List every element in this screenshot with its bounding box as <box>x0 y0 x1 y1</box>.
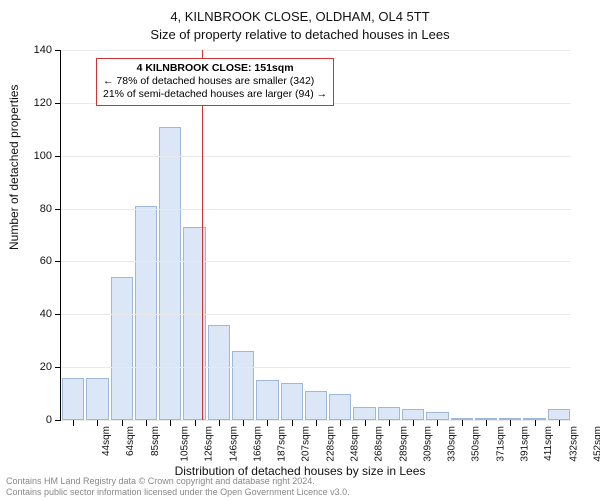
x-tick <box>462 420 463 426</box>
y-tick <box>55 50 61 51</box>
chart-root: 4, KILNBROOK CLOSE, OLDHAM, OL4 5TT Size… <box>0 0 600 500</box>
x-tick <box>437 420 438 426</box>
x-tick-label: 126sqm <box>204 426 215 462</box>
histogram-bar <box>378 407 400 420</box>
histogram-bar <box>159 127 181 420</box>
x-tick <box>243 420 244 426</box>
y-tick-label: 120 <box>34 97 52 109</box>
y-tick-label: 140 <box>34 44 52 56</box>
x-tick-label: 268sqm <box>374 426 385 462</box>
y-tick-label: 60 <box>40 255 52 267</box>
footer-line-1: Contains HM Land Registry data © Crown c… <box>6 476 350 487</box>
x-tick-label: 85sqm <box>150 426 161 456</box>
x-tick-label: 105sqm <box>180 426 191 462</box>
callout-box: 4 KILNBROOK CLOSE: 151sqm ← 78% of detac… <box>96 58 334 106</box>
x-tick-label: 330sqm <box>447 426 458 462</box>
y-tick <box>55 209 61 210</box>
histogram-bar <box>208 325 230 420</box>
x-tick-label: 64sqm <box>125 426 136 456</box>
histogram-bar <box>135 206 157 420</box>
x-tick <box>267 420 268 426</box>
y-tick <box>55 367 61 368</box>
histogram-bar <box>426 412 448 420</box>
histogram-bar <box>256 380 278 420</box>
x-tick-label: 411sqm <box>543 426 554 461</box>
y-axis-label: Number of detached properties <box>7 85 21 250</box>
x-tick <box>146 420 147 426</box>
histogram-bar <box>353 407 375 420</box>
y-tick <box>55 314 61 315</box>
y-tick <box>55 103 61 104</box>
y-tick <box>55 156 61 157</box>
y-tick-label: 80 <box>40 203 52 215</box>
footer-line-2: Contains public sector information licen… <box>6 487 350 498</box>
y-gridline <box>61 50 571 51</box>
histogram-bar <box>548 409 570 420</box>
x-tick <box>73 420 74 426</box>
histogram-bar <box>111 277 133 420</box>
x-tick-label: 166sqm <box>252 426 263 462</box>
y-tick-label: 40 <box>40 308 52 320</box>
callout-header: 4 KILNBROOK CLOSE: 151sqm <box>103 62 327 75</box>
x-tick <box>170 420 171 426</box>
y-gridline <box>61 209 571 210</box>
address-line: 4, KILNBROOK CLOSE, OLDHAM, OL4 5TT <box>0 8 600 26</box>
y-gridline <box>61 261 571 262</box>
x-tick <box>340 420 341 426</box>
x-tick-label: 432sqm <box>568 426 579 462</box>
x-tick <box>219 420 220 426</box>
y-gridline <box>61 367 571 368</box>
x-tick <box>122 420 123 426</box>
histogram-bar <box>402 409 424 420</box>
y-tick-label: 0 <box>46 414 52 426</box>
x-tick-label: 452sqm <box>592 426 600 462</box>
attribution-footer: Contains HM Land Registry data © Crown c… <box>6 476 350 498</box>
y-gridline <box>61 156 571 157</box>
x-tick-label: 187sqm <box>277 426 288 462</box>
y-tick-label: 100 <box>34 150 52 162</box>
x-tick <box>559 420 560 426</box>
x-tick-label: 248sqm <box>350 426 361 462</box>
histogram-bar <box>305 391 327 420</box>
y-gridline <box>61 314 571 315</box>
x-tick <box>510 420 511 426</box>
x-tick-label: 207sqm <box>301 426 312 462</box>
histogram-bar <box>281 383 303 420</box>
x-tick-label: 371sqm <box>495 426 506 462</box>
subtitle-line: Size of property relative to detached ho… <box>0 26 600 44</box>
callout-line-1: ← 78% of detached houses are smaller (34… <box>103 75 327 88</box>
histogram-bar <box>62 378 84 420</box>
x-tick <box>535 420 536 426</box>
x-tick-label: 289sqm <box>398 426 409 462</box>
y-tick-label: 20 <box>40 361 52 373</box>
x-tick-label: 350sqm <box>471 426 482 462</box>
x-tick <box>365 420 366 426</box>
y-tick <box>55 261 61 262</box>
histogram-bar <box>329 394 351 420</box>
x-tick-label: 309sqm <box>422 426 433 462</box>
histogram-bar <box>86 378 108 420</box>
x-tick <box>97 420 98 426</box>
callout-line-2: 21% of semi-detached houses are larger (… <box>103 88 327 101</box>
histogram-bar <box>232 351 254 420</box>
x-tick <box>292 420 293 426</box>
title-area: 4, KILNBROOK CLOSE, OLDHAM, OL4 5TT Size… <box>0 0 600 43</box>
x-tick-label: 228sqm <box>325 426 336 462</box>
x-tick <box>195 420 196 426</box>
x-tick <box>316 420 317 426</box>
x-tick <box>413 420 414 426</box>
x-tick <box>389 420 390 426</box>
y-tick <box>55 420 61 421</box>
x-tick-label: 146sqm <box>228 426 239 462</box>
x-tick-label: 44sqm <box>101 426 112 456</box>
x-tick-label: 391sqm <box>520 426 531 462</box>
x-tick <box>486 420 487 426</box>
